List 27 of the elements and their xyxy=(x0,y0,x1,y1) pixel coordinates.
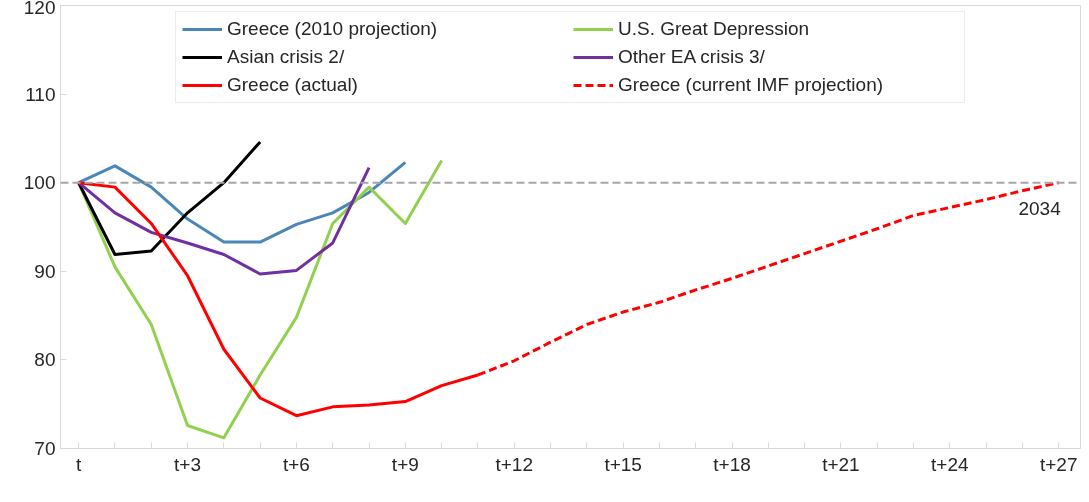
y-tick-label: 120 xyxy=(23,0,56,18)
x-tick-label: t+21 xyxy=(822,453,860,475)
x-tick-label: t+15 xyxy=(604,453,642,475)
legend-label: Greece (current IMF projection) xyxy=(618,74,885,96)
y-tick-label: 100 xyxy=(23,172,56,194)
legend-label: Greece (2010 projection) xyxy=(227,18,439,40)
x-tick-label: t+27 xyxy=(1039,453,1078,475)
line-series xyxy=(77,166,371,276)
legend-label: Other EA crisis 3/ xyxy=(618,46,766,68)
line-series xyxy=(77,160,407,244)
x-tick-label: t+24 xyxy=(931,453,970,475)
legend-label: U.S. Great Depression xyxy=(618,18,811,40)
x-tick-label: t+12 xyxy=(495,453,533,475)
annotation: 2034 xyxy=(1018,197,1062,219)
x-tick-label: t+18 xyxy=(713,453,751,475)
x-tick-label: t xyxy=(76,453,83,475)
x-tick-label: t+3 xyxy=(174,453,202,475)
x-tick-label: t+9 xyxy=(391,453,419,475)
legend-label: Asian crisis 2/ xyxy=(227,46,346,68)
y-tick-label: 90 xyxy=(34,260,56,282)
y-tick-label: 70 xyxy=(34,438,56,459)
y-tick-label: 80 xyxy=(34,349,56,371)
line-series xyxy=(77,159,444,440)
legend-label: Greece (actual) xyxy=(227,74,359,96)
y-tick-label: 110 xyxy=(25,83,56,105)
x-tick-label: t+6 xyxy=(282,453,310,475)
line-series xyxy=(77,140,262,256)
